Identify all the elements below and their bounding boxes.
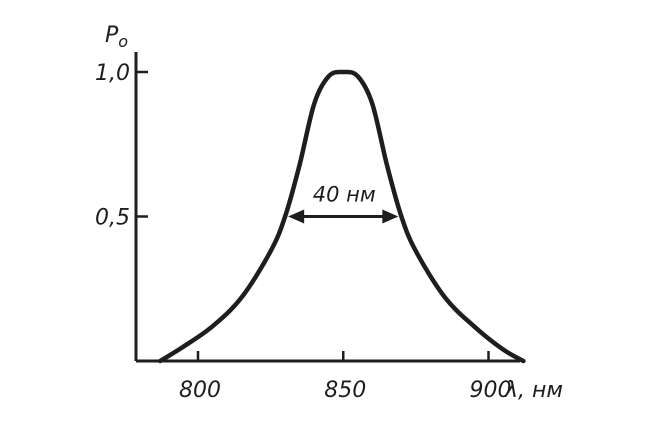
fwhm-annotation: 40 нм — [288, 183, 399, 224]
tick-labels: 800 850 900 0,5 1,0 — [95, 61, 512, 403]
fwhm-label: 40 нм — [313, 183, 376, 207]
ticks — [136, 70, 490, 361]
x-axis-label: λ, нм — [504, 378, 563, 403]
axes — [134, 52, 520, 363]
fwhm-arrowhead-left — [288, 209, 305, 224]
x-tick-label-850: 850 — [324, 378, 366, 403]
fwhm-arrowhead-right — [382, 209, 399, 224]
series-curve — [157, 69, 526, 364]
y-tick-label-0-5: 0,5 — [95, 206, 130, 231]
y-tick-label-1: 1,0 — [95, 61, 130, 86]
x-tick-label-900: 900 — [470, 378, 512, 403]
x-tick-label-800: 800 — [179, 378, 221, 403]
y-axis-label: Po — [105, 23, 128, 51]
